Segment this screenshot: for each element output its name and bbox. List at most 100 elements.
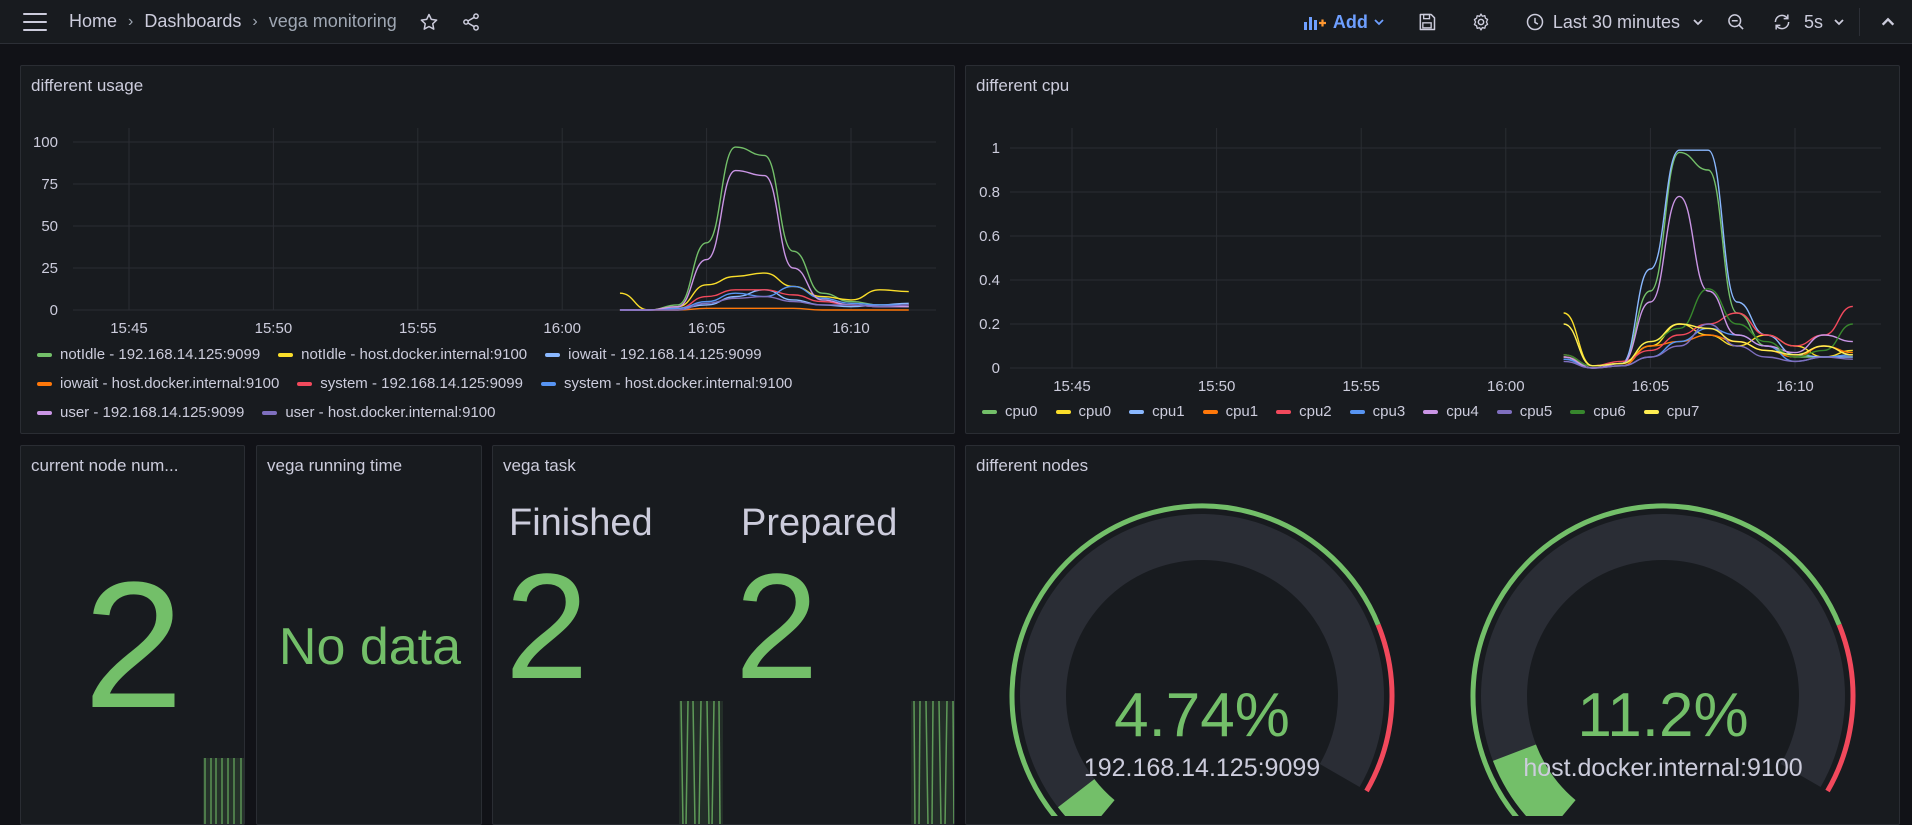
chevron-down-icon [1692, 16, 1704, 28]
legend-label: system - 192.168.14.125:9099 [320, 375, 523, 392]
gauge-track [1020, 514, 1384, 816]
series-line[interactable] [1563, 312, 1853, 367]
legend-item[interactable]: cpu0 [982, 403, 1038, 420]
refresh-icon[interactable] [1772, 12, 1792, 32]
legend-item[interactable]: system - 192.168.14.125:9099 [297, 375, 523, 392]
legend-item[interactable]: cpu7 [1643, 403, 1700, 420]
cpu-legend: cpu0 cpu0 cpu1 cpu1 cpu2 cpu3 cpu4 cpu5 cpu6 cpu7 [982, 397, 1717, 426]
panel-different-usage: different usage 0 25 50 75 100 15:45 15:50 15:5… [20, 65, 955, 434]
y-tick-label: 50 [41, 218, 58, 235]
legend-row: notIdle - 192.168.14.125:9099 notIdle - h… [37, 340, 810, 369]
x-tick-label: 16:00 [1487, 378, 1525, 395]
panel-title[interactable]: vega running time [267, 456, 403, 475]
y-tick-label: 100 [33, 134, 58, 151]
legend-item[interactable]: cpu0 [1055, 403, 1112, 420]
save-icon[interactable] [1417, 12, 1437, 32]
y-tick-label: 0 [50, 302, 58, 319]
legend-label: cpu0 [1005, 403, 1038, 420]
time-range-picker[interactable]: Last 30 minutes [1525, 12, 1704, 33]
series-line[interactable] [619, 169, 909, 311]
legend-swatch [1349, 409, 1365, 414]
legend-swatch [297, 381, 313, 386]
legend-swatch [1643, 409, 1659, 414]
legend-label: cpu7 [1666, 403, 1700, 420]
legend-item[interactable]: cpu5 [1496, 403, 1552, 420]
panel-title[interactable]: vega task [503, 456, 576, 475]
legend-item[interactable]: cpu1 [1129, 403, 1185, 420]
x-tick-label: 16:10 [832, 320, 870, 336]
legend-swatch [1276, 409, 1292, 414]
series-line[interactable] [1563, 151, 1853, 367]
x-tick-label: 15:55 [1342, 378, 1380, 395]
gear-icon[interactable] [1471, 12, 1491, 32]
y-tick-label: 0.2 [979, 316, 1000, 333]
collapse-icon[interactable] [1878, 12, 1898, 32]
series-line[interactable] [619, 295, 909, 311]
zoom-out-icon[interactable] [1726, 12, 1746, 32]
panel-title[interactable]: current node num... [31, 456, 179, 475]
legend-item[interactable]: notIdle - 192.168.14.125:9099 [37, 346, 260, 363]
usage-time-series-chart[interactable]: 0 25 50 75 100 15:45 15:50 15:55 16:00 16:05 16:10 [21, 66, 955, 336]
legend-item[interactable]: notIdle - host.docker.internal:9100 [278, 346, 527, 363]
series-line[interactable] [1563, 195, 1853, 369]
no-data-text: No data [278, 618, 462, 676]
gauge-value: 4.74% [1114, 681, 1290, 750]
legend-label: iowait - host.docker.internal:9100 [60, 375, 280, 392]
chevron-down-icon [1833, 16, 1845, 28]
legend-item[interactable]: cpu1 [1202, 403, 1259, 420]
series-line[interactable] [1563, 323, 1853, 367]
add-button[interactable]: Add [1303, 12, 1385, 33]
legend-item[interactable]: cpu6 [1570, 403, 1626, 420]
series-line[interactable] [1563, 288, 1853, 367]
series-line[interactable] [1563, 149, 1853, 367]
x-tick-label: 16:05 [1632, 378, 1670, 395]
y-tick-label: 0 [992, 360, 1000, 377]
share-icon[interactable] [461, 12, 481, 32]
legend-item[interactable]: iowait - host.docker.internal:9100 [37, 375, 279, 392]
legend-label: cpu1 [1225, 403, 1259, 420]
menu-icon[interactable] [23, 12, 47, 31]
series-line[interactable] [1563, 323, 1853, 369]
star-icon[interactable] [419, 12, 439, 32]
refresh-interval-label: 5s [1803, 11, 1823, 32]
add-button-label: Add [1332, 11, 1368, 32]
task-finished-label: Finished [509, 502, 653, 544]
task-finished-value: 2 [505, 542, 589, 710]
gauge-value-arc [1057, 779, 1115, 816]
legend-row: user - 192.168.14.125:9099 user - host.do… [37, 398, 810, 427]
legend-item[interactable]: system - host.docker.internal:9100 [540, 375, 792, 392]
legend-row: iowait - host.docker.internal:9100 system… [37, 369, 810, 398]
legend-label: cpu0 [1078, 403, 1112, 420]
legend-item[interactable]: iowait - 192.168.14.125:9099 [545, 346, 762, 363]
x-tick-label: 15:55 [399, 320, 437, 336]
legend-swatch [545, 352, 561, 357]
series-line[interactable] [619, 146, 909, 311]
gauge-chart[interactable]: 4.74% 192.168.14.125:9099 11.2% host.docker… [966, 446, 1900, 816]
legend-label: cpu2 [1299, 403, 1332, 420]
breadcrumb-dashboards[interactable]: Dashboards [144, 11, 242, 31]
refresh-interval-picker[interactable]: 5s [1804, 12, 1845, 33]
legend-swatch [1055, 409, 1071, 414]
x-tick-label: 15:50 [1198, 378, 1236, 395]
legend-item[interactable]: cpu3 [1349, 403, 1405, 420]
cpu-time-series-chart[interactable]: 0 0.2 0.4 0.6 0.8 1 15:45 15:50 15:55 16:00 16:05 1… [966, 66, 1900, 396]
gauge-threshold-green [1009, 503, 1381, 816]
gauge-label: host.docker.internal:9100 [1523, 754, 1802, 782]
legend-swatch [1570, 409, 1586, 414]
legend-item[interactable]: cpu2 [1276, 403, 1332, 420]
panel-title[interactable]: different nodes [976, 456, 1089, 475]
panel-title[interactable]: different cpu [976, 76, 1070, 95]
legend-row: cpu0 cpu0 cpu1 cpu1 cpu2 cpu3 cpu4 cpu5 cpu6 cpu7 [982, 397, 1717, 426]
panel-title[interactable]: different usage [31, 76, 144, 95]
legend-item[interactable]: user - 192.168.14.125:9099 [37, 404, 244, 421]
legend-item[interactable]: cpu4 [1423, 403, 1479, 420]
breadcrumb-home[interactable]: Home [69, 11, 118, 31]
x-tick-label: 16:05 [688, 320, 726, 336]
y-tick-label: 0.8 [979, 184, 1000, 201]
panel-different-nodes: different nodes 4.74% 192.168.14.125:9099… [965, 445, 1900, 825]
y-tick-label: 75 [41, 176, 58, 193]
chevron-right-icon: › [128, 12, 134, 30]
panel-vega-task: vega task Finished 2 Prepared 2 [492, 445, 955, 825]
legend-item[interactable]: user - host.docker.internal:9100 [262, 404, 495, 421]
gauge-track [1481, 514, 1845, 816]
